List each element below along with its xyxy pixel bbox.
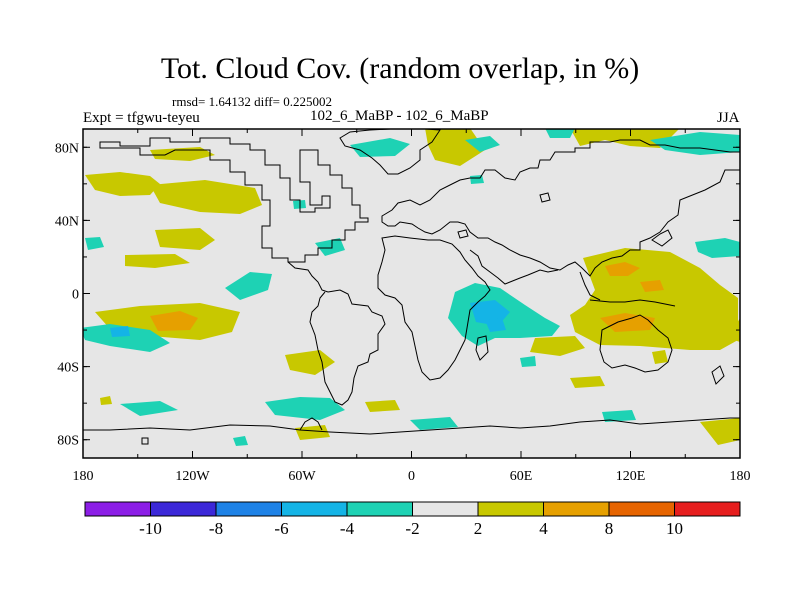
coastline-eurasia xyxy=(381,139,740,277)
negative-anomaly-area xyxy=(545,129,575,138)
positive-anomaly-area xyxy=(285,350,335,375)
anomaly-contours xyxy=(83,129,740,446)
colorbar-swatch xyxy=(543,501,610,517)
coastline-japan xyxy=(651,229,673,247)
coastline-island xyxy=(539,192,551,203)
colorbar-swatch xyxy=(477,501,544,517)
x-tick-label: 120E xyxy=(616,469,646,484)
positive-anomaly-area xyxy=(125,254,190,268)
coastline-se-asia xyxy=(579,271,601,301)
colorbar-label: 4 xyxy=(539,519,548,538)
strong-positive-anomaly-area xyxy=(150,311,198,331)
coastline-australia xyxy=(599,314,673,373)
negative-anomaly-area xyxy=(410,417,458,430)
stats-line: rmsd= 1.64132 diff= 0.225002 xyxy=(172,94,332,109)
coastline-central-america xyxy=(287,261,329,293)
positive-anomaly-area xyxy=(100,396,112,405)
colorbar-label: -8 xyxy=(209,519,223,538)
positive-anomaly-area xyxy=(652,350,668,364)
positive-anomaly-area xyxy=(85,172,160,196)
colorbar-label: -2 xyxy=(405,519,419,538)
colorbar-swatch xyxy=(608,501,675,517)
colorbar-swatch xyxy=(215,501,282,517)
coastline-north-america xyxy=(99,137,369,263)
coastline-madagascar xyxy=(475,335,489,361)
positive-anomaly-area xyxy=(700,418,740,445)
positive-anomaly-area xyxy=(150,180,262,214)
colorbar-label: 10 xyxy=(666,519,683,538)
positive-anomaly-area xyxy=(530,336,585,356)
colorbar: -10 -8 -6 -4 -2 2 4 8 10 xyxy=(84,501,741,538)
strong-negative-anomaly-area xyxy=(485,318,506,332)
negative-anomaly-area xyxy=(350,138,410,157)
coastline-antarctica xyxy=(83,417,740,435)
negative-anomaly-area xyxy=(83,324,170,352)
x-tick-label: 180 xyxy=(730,469,751,484)
colorbar-label: -4 xyxy=(340,519,355,538)
strong-positive-anomaly-area xyxy=(600,313,655,332)
coastline-africa xyxy=(377,235,491,381)
colorbar-label: 2 xyxy=(474,519,483,538)
strong-negative-anomaly-area xyxy=(110,326,130,337)
x-tick-label: 180 xyxy=(73,469,94,484)
negative-anomaly-area xyxy=(520,356,536,367)
coastline-island xyxy=(457,229,469,239)
coastline-arabia-india xyxy=(469,249,559,285)
negative-anomaly-area xyxy=(225,272,272,300)
plot-title: Tot. Cloud Cov. (random overlap, in %) xyxy=(160,52,640,85)
colorbar-label: -6 xyxy=(274,519,288,538)
negative-anomaly-area xyxy=(120,401,178,416)
x-tick-label: 0 xyxy=(408,469,415,484)
x-tick-label: 120W xyxy=(175,469,210,484)
coastline-new-zealand xyxy=(711,365,725,385)
coastline-island xyxy=(141,437,149,445)
colorbar-swatch xyxy=(346,501,413,517)
colorbar-swatch xyxy=(281,501,348,517)
x-tick-label: 60E xyxy=(510,469,533,484)
negative-anomaly-area xyxy=(85,237,104,250)
strong-positive-anomaly-area xyxy=(640,280,664,292)
positive-anomaly-area xyxy=(365,400,400,412)
comparison-label: 102_6_MaBP - 102_6_MaBP xyxy=(310,108,489,124)
coastlines xyxy=(83,129,740,445)
coastline-greenland xyxy=(339,129,441,175)
colorbar-label: 8 xyxy=(605,519,614,538)
negative-anomaly-area xyxy=(465,136,500,152)
y-tick-label: 40N xyxy=(55,214,79,229)
strong-positive-anomaly-area xyxy=(605,262,640,276)
axis-ticks: 180 120W 60W 0 60E 120E 180 80N 40N 0 40S 80S xyxy=(55,129,751,484)
negative-anomaly-area xyxy=(470,175,484,184)
experiment-label: Expt = tfgwu-teyeu xyxy=(83,110,200,126)
coastline-south-america xyxy=(309,289,386,406)
colorbar-swatch xyxy=(84,501,151,517)
negative-anomaly-area xyxy=(602,410,636,422)
positive-anomaly-area xyxy=(155,228,215,250)
negative-anomaly-area xyxy=(695,238,740,258)
x-tick-label: 60W xyxy=(288,469,316,484)
colorbar-label: -10 xyxy=(139,519,162,538)
negative-anomaly-area xyxy=(265,397,345,420)
y-tick-label: 0 xyxy=(72,288,79,303)
y-tick-label: 80N xyxy=(55,141,79,156)
coastline-indonesia xyxy=(589,299,676,307)
negative-anomaly-area xyxy=(650,132,740,155)
colorbar-swatch xyxy=(150,501,217,517)
negative-anomaly-area xyxy=(233,436,248,446)
coastline-antarctic-peninsula xyxy=(299,417,323,431)
y-tick-label: 80S xyxy=(57,434,79,449)
negative-anomaly-area xyxy=(315,238,345,256)
positive-anomaly-area xyxy=(425,129,485,166)
positive-anomaly-area xyxy=(570,376,605,388)
colorbar-swatch xyxy=(412,501,479,517)
positive-anomaly-area xyxy=(570,129,679,148)
season-label: JJA xyxy=(717,110,740,126)
colorbar-swatch xyxy=(674,501,741,517)
y-tick-label: 40S xyxy=(57,361,79,376)
positive-anomaly-area xyxy=(728,318,740,342)
